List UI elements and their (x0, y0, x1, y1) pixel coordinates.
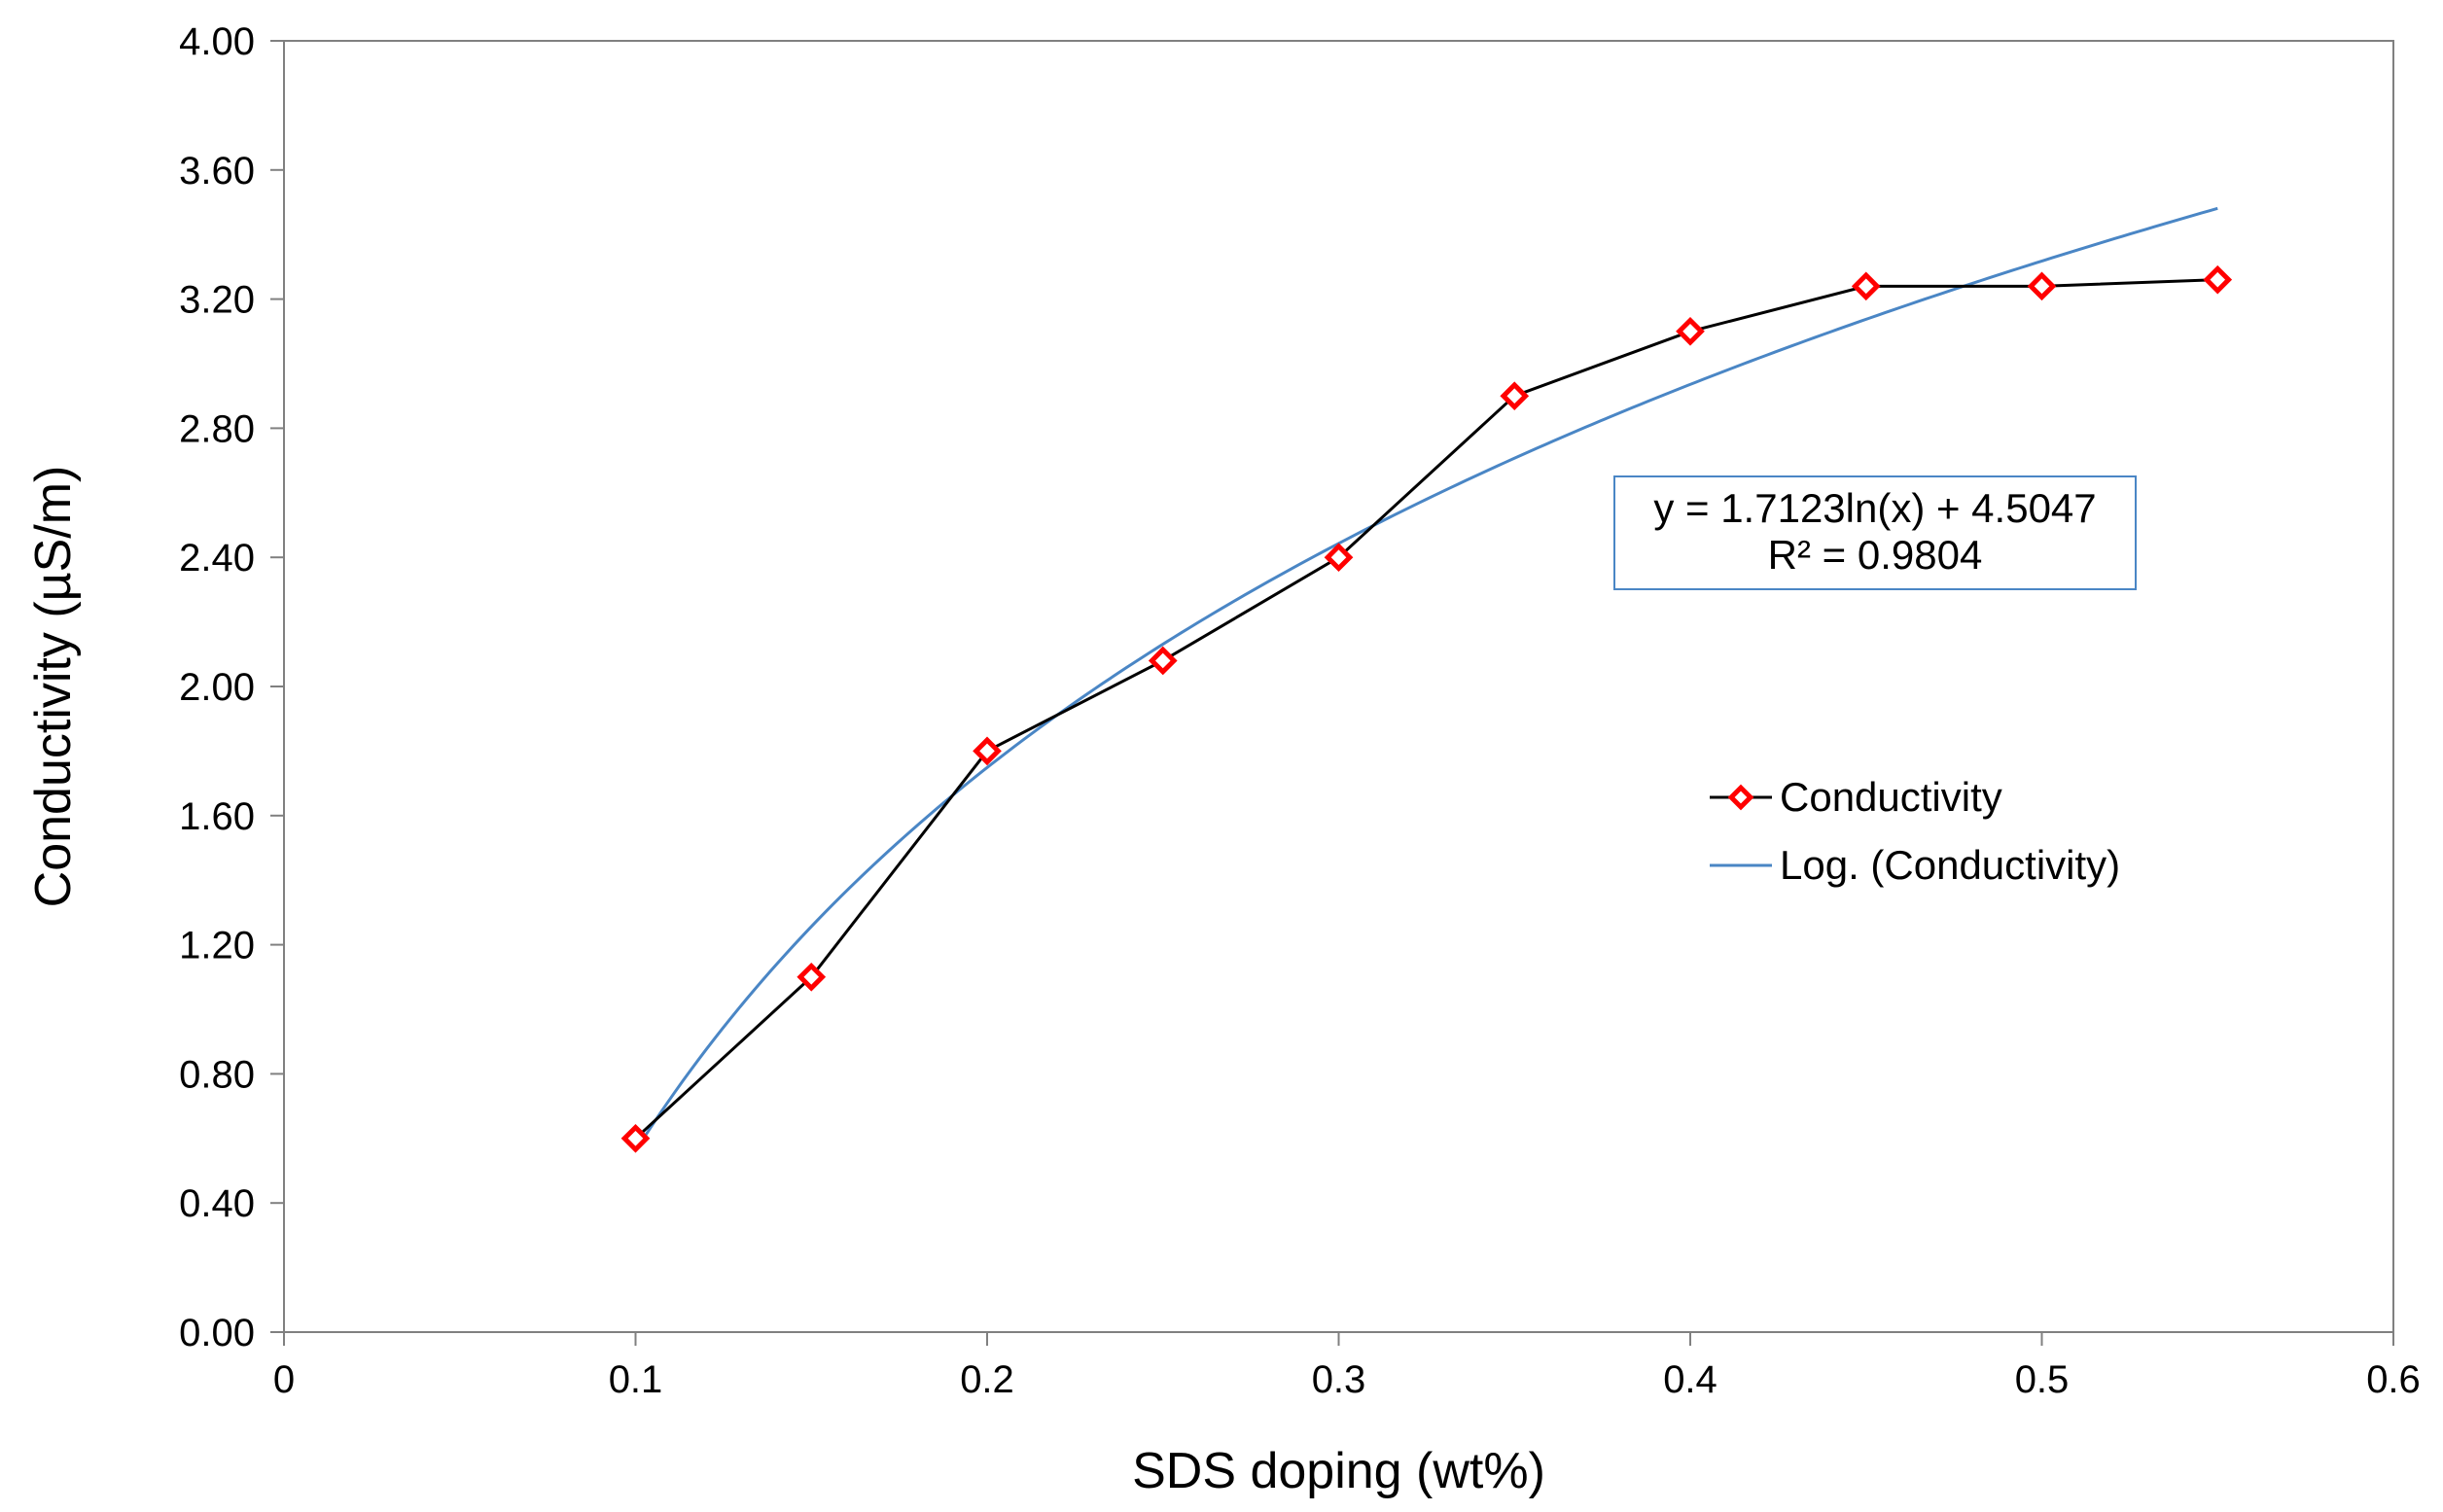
y-axis: 0.00 0.40 0.80 1.20 1.60 2.00 2.40 2.80 3.20 3.60… (179, 20, 284, 1354)
trendline-equation: y = 1.7123ln(x) + 4.5047 (1653, 485, 2096, 531)
x-tick-label: 0.5 (2015, 1358, 2070, 1401)
x-tick-label: 0.3 (1312, 1358, 1366, 1401)
y-tick-label: 2.00 (179, 666, 255, 709)
data-point-conductivity (1676, 316, 1705, 346)
legend-swatch-conductivity-marker (1727, 784, 1754, 811)
data-point-conductivity (1324, 543, 1354, 573)
equation-box-frame (1613, 475, 2137, 590)
y-tick-label: 2.40 (179, 537, 255, 580)
y-tick-label: 4.00 (179, 20, 255, 63)
y-axis-title: Conductivity (µS/m) (25, 466, 82, 908)
y-tick-label: 3.60 (179, 150, 255, 193)
legend-label-log-trendline: Log. (Conductivity) (1780, 842, 2120, 888)
x-tick-label: 0.2 (960, 1358, 1014, 1401)
legend-label-conductivity: Conductivity (1780, 774, 2002, 820)
data-point-conductivity (1148, 646, 1178, 676)
trendline-equation-box: y = 1.7123ln(x) + 4.5047 R² = 0.9804 (1613, 475, 2137, 590)
y-tick-label: 0.00 (179, 1312, 255, 1354)
trendline-layer (634, 206, 2218, 1152)
log-trendline (634, 206, 2218, 1152)
series-layer (620, 264, 2233, 1153)
data-point-conductivity (620, 1123, 651, 1153)
y-tick-label: 3.20 (179, 279, 255, 322)
data-point-conductivity (2027, 271, 2057, 301)
x-tick-label: 0.1 (609, 1358, 663, 1401)
x-axis-title: SDS doping (wt%) (1132, 1443, 1545, 1499)
data-point-conductivity (1500, 381, 1530, 411)
y-tick-label: 1.20 (179, 925, 255, 967)
y-tick-label: 0.80 (179, 1053, 255, 1096)
x-tick-label: 0.4 (1663, 1358, 1717, 1401)
x-tick-label: 0.6 (2366, 1358, 2421, 1401)
y-tick-label: 0.40 (179, 1182, 255, 1225)
y-tick-label: 1.60 (179, 795, 255, 838)
data-point-conductivity (1851, 271, 1881, 301)
y-tick-label: 2.80 (179, 407, 255, 450)
data-point-conductivity (973, 736, 1002, 766)
series-line-conductivity (634, 278, 2218, 1140)
legend: Conductivity Log. (Conductivity) (1710, 774, 2120, 888)
x-tick-label: 0 (273, 1358, 295, 1401)
x-axis: 0 0.1 0.2 0.3 0.4 0.5 0.6 (273, 1332, 2421, 1401)
data-point-conductivity (2203, 264, 2233, 295)
trendline-r-squared: R² = 0.9804 (1768, 532, 1983, 578)
data-point-conductivity (797, 962, 827, 992)
